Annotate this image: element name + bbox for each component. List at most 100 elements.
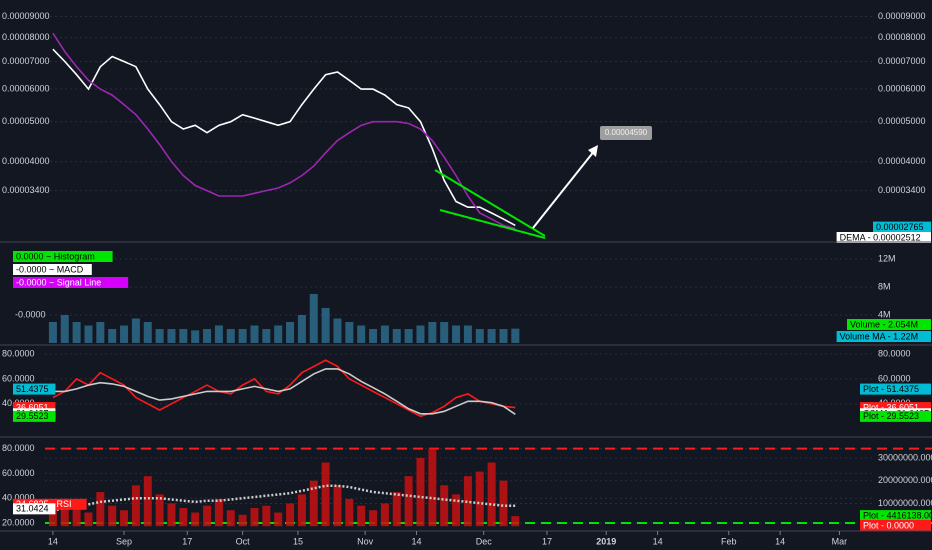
x-tick-label: 14 xyxy=(775,536,785,546)
bar xyxy=(179,507,188,527)
bar xyxy=(440,485,449,527)
bar xyxy=(475,329,484,343)
bar xyxy=(226,329,235,343)
label-box xyxy=(13,264,92,275)
label-text: Volume - 2.054M xyxy=(850,319,918,329)
bar xyxy=(155,329,164,343)
value-label: Plot - 36.6051 xyxy=(860,402,931,414)
x-tick-label: 15 xyxy=(293,536,303,546)
value-label: Volume - 2.054M xyxy=(847,319,931,330)
label-text: Plot - 29.5523 xyxy=(863,411,919,421)
label-text: DEMA - 0.00002512 xyxy=(840,232,921,242)
y-tick-label: 0.00005000 xyxy=(878,116,926,126)
y-tick-label: 0.00005000 xyxy=(2,116,50,126)
bar xyxy=(250,325,259,343)
bar xyxy=(345,498,354,527)
label-box xyxy=(860,410,931,422)
bar xyxy=(108,329,117,343)
x-tick-label: Nov xyxy=(357,536,374,546)
y-tick-label: 0.00008000 xyxy=(2,32,50,42)
bar xyxy=(72,503,81,527)
bar xyxy=(499,480,508,527)
bar xyxy=(238,329,247,343)
y-tick-label: 60.0000 xyxy=(878,373,911,383)
bar xyxy=(309,480,318,527)
label-box xyxy=(13,277,129,288)
bar xyxy=(357,325,366,343)
y-tick-label: 40.0000 xyxy=(2,493,35,503)
x-tick-label: Sep xyxy=(116,536,132,546)
value-label: Plot - 29.5523 xyxy=(860,410,931,422)
bar xyxy=(440,322,449,343)
bar xyxy=(214,498,223,527)
bar xyxy=(155,494,164,527)
value-label: Volume MA - 1.22M xyxy=(836,331,931,342)
bar xyxy=(274,512,283,527)
bar xyxy=(416,457,425,527)
y-tick-label: 0.00006000 xyxy=(878,83,926,93)
bar xyxy=(84,512,93,527)
arrow-line xyxy=(532,149,596,229)
annotation: 0.00004590 xyxy=(605,128,648,137)
value-label: Plot - 4416138.0000 xyxy=(860,510,932,522)
value-label: 0.0000 ~ Histogram xyxy=(13,251,113,262)
bar xyxy=(309,294,318,343)
y-tick-label: 0.00003400 xyxy=(2,185,50,195)
y-tick-label: 80.0000 xyxy=(2,443,35,453)
y-tick-label: 0.00006000 xyxy=(2,83,50,93)
x-tick-label: Feb xyxy=(721,536,737,546)
y-tick-label: 80.0000 xyxy=(878,348,911,358)
bar xyxy=(250,507,259,527)
bar xyxy=(392,492,401,527)
bar xyxy=(179,329,188,343)
x-tick-label: Dec xyxy=(476,536,493,546)
bar xyxy=(357,505,366,527)
x-tick-label: 2019 xyxy=(596,536,616,546)
wedge-lower xyxy=(439,209,546,239)
bar xyxy=(380,503,389,527)
value-label: -0.0000 ~ MACD xyxy=(13,264,92,275)
bar xyxy=(191,512,200,527)
bar xyxy=(262,329,271,343)
label-text: Plot - 0.0000 xyxy=(863,520,914,530)
label-text: -0.0000 ~ MACD xyxy=(16,264,84,274)
label-box xyxy=(873,221,931,233)
bar xyxy=(96,322,105,343)
label-box xyxy=(13,402,56,414)
bar xyxy=(380,325,389,343)
bar xyxy=(499,329,508,343)
bar xyxy=(452,494,461,527)
bar xyxy=(428,322,437,343)
value-label: 51.4375 xyxy=(13,383,56,395)
bar xyxy=(143,476,152,527)
value-label: 29.5523 xyxy=(13,410,56,422)
bar xyxy=(262,505,271,527)
value-label: -0.0000 ~ Signal Line xyxy=(13,277,129,288)
bar xyxy=(321,308,330,343)
label-box xyxy=(13,251,113,262)
bar xyxy=(120,510,129,527)
bar xyxy=(345,322,354,343)
bar xyxy=(48,322,57,343)
label-text: Volume MA - 1.22M xyxy=(840,331,919,341)
series-line xyxy=(52,368,516,415)
label-box xyxy=(13,503,56,515)
y-tick-label: 0.00004000 xyxy=(878,156,926,166)
bar xyxy=(416,325,425,343)
value-label: 0.00002765 xyxy=(873,221,931,233)
label-text: 31.0424 xyxy=(16,504,49,514)
value-label: 36.6051 xyxy=(13,402,56,414)
label-text: -0.0000 ~ Signal Line xyxy=(16,277,101,287)
bar xyxy=(404,329,413,343)
y-tick-label: 20.0000 xyxy=(2,517,35,527)
bar xyxy=(475,471,484,527)
y-tick-label: 10000000.0000 xyxy=(878,498,932,508)
bar xyxy=(96,492,105,527)
bar xyxy=(404,476,413,527)
bar xyxy=(226,510,235,527)
bar xyxy=(108,505,117,527)
label-box xyxy=(860,510,931,522)
y-tick-label: 60.0000 xyxy=(2,373,35,383)
bar xyxy=(463,476,472,527)
